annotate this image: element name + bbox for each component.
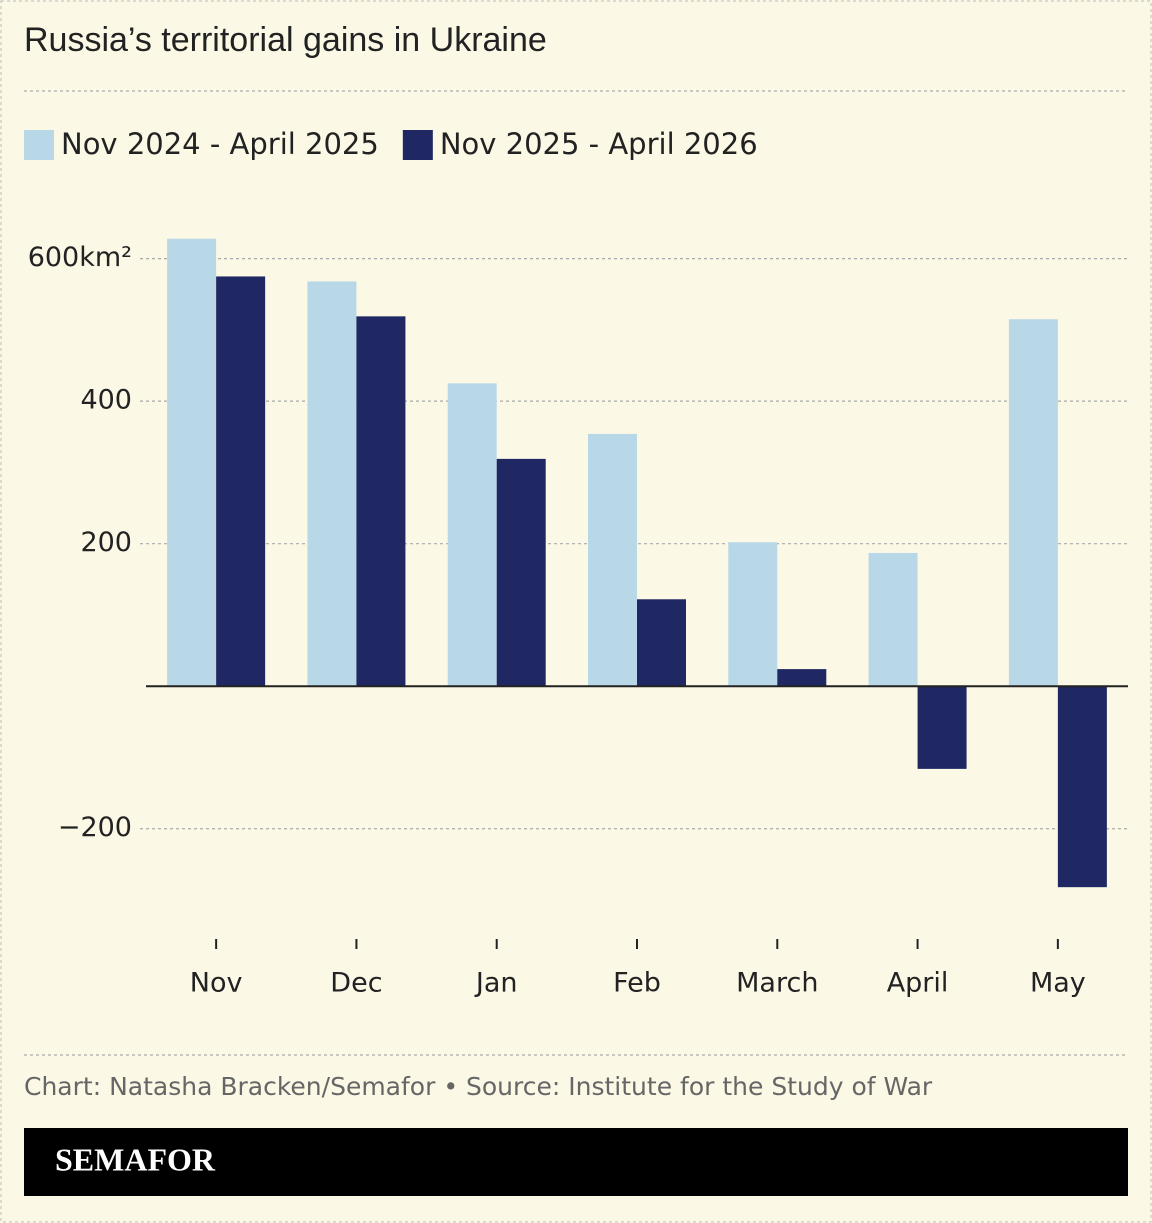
x-tick-label: Nov	[190, 968, 243, 999]
bar	[1008, 319, 1058, 687]
legend-label: Nov 2024 - April 2025	[61, 127, 379, 161]
legend-swatch	[24, 130, 54, 160]
x-tick-label: Jan	[474, 968, 518, 999]
bar	[307, 281, 357, 687]
bar	[917, 686, 967, 769]
x-tick-label: Feb	[613, 968, 661, 999]
x-tick-label: April	[887, 968, 949, 999]
x-tick-label: March	[736, 968, 818, 999]
chart-title: Russia’s territorial gains in Ukraine	[24, 21, 547, 59]
source-note: Chart: Natasha Bracken/Semafor • Source:…	[24, 1072, 933, 1101]
y-tick-label: 400	[80, 385, 132, 416]
y-tick-label: 200	[80, 527, 132, 558]
y-tick-label: 600km²	[28, 242, 132, 273]
bar	[167, 238, 217, 687]
y-tick-label: −200	[58, 812, 132, 843]
logo: SEMAFOR	[55, 1141, 216, 1177]
x-tick-label: Dec	[330, 968, 382, 999]
x-tick-label: May	[1030, 968, 1086, 999]
bar	[496, 458, 546, 687]
legend-swatch	[402, 130, 433, 160]
bar	[868, 552, 918, 687]
bar	[777, 669, 827, 687]
bar	[728, 542, 778, 687]
bar	[447, 383, 497, 687]
legend-label: Nov 2025 - April 2026	[440, 127, 758, 161]
bar	[356, 316, 406, 687]
bar	[637, 599, 686, 687]
bar	[1057, 686, 1107, 888]
logo-bar	[24, 1128, 1128, 1196]
bar	[588, 433, 637, 687]
bar	[216, 276, 266, 687]
